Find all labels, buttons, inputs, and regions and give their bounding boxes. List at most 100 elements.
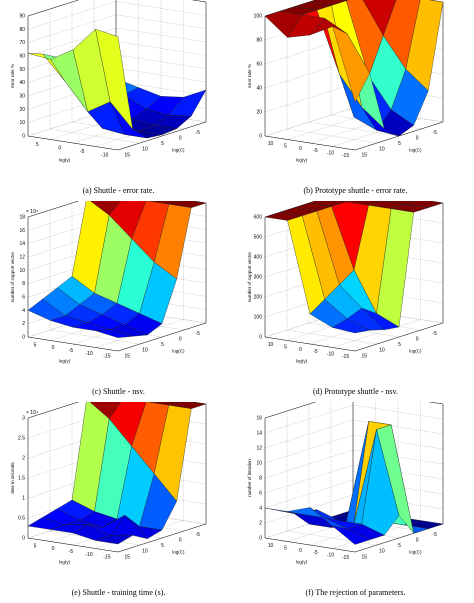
x-tick-label: 10 — [268, 141, 274, 147]
y-tick-label: 10 — [142, 348, 148, 354]
x-tick-label: -10 — [327, 352, 334, 358]
y-tick-label: 5 — [398, 543, 401, 549]
panel-caption: (c) Shuttle - nsv. — [92, 387, 145, 396]
chart-panel-f: 16 14 12 10 8 6 4 2 0 -15 -10 -5 0 5 10 15 10 5 0 -5 log(γ) l… — [237, 402, 474, 603]
z-axis-label: number of iteration — [247, 459, 252, 497]
y-tick-label: 5 — [161, 141, 164, 147]
chart-panel-d: 600 500 400 300 200 100 0 -15 -10 -5 0 5 10 15 10 5 0 -5 l… — [237, 201, 474, 402]
surface — [264, 201, 444, 334]
z-tick-label: 8 — [22, 281, 25, 287]
z-tick-label: 1.5 — [18, 476, 25, 482]
chart-panel-b: 100 80 60 40 20 0 -15 -10 -5 0 5 10 15 10 5 0 -5 log(γ) lo… — [237, 0, 474, 201]
surface-plot: 3 2.5 2 1.5 1 0.5 0 -15 -10 -5 0 5 15 10 5 0 -5 log(γ) log… — [10, 402, 207, 564]
x-tick-label: -10 — [327, 553, 334, 559]
z-tick-label: 40 — [256, 86, 262, 92]
z-tick-label: 10 — [19, 120, 25, 126]
z-tick-label: 2.5 — [18, 436, 25, 442]
y-axis-label: log(C) — [409, 148, 422, 153]
y-tick-label: 5 — [398, 141, 401, 147]
z-tick-label: 80 — [256, 38, 262, 44]
z-tick-label: 80 — [19, 27, 25, 33]
z-tick-label: 20 — [256, 110, 262, 116]
panel-caption: (f) The rejection of parameters. — [305, 588, 406, 597]
panel-caption: (d) Prototype shuttle - nsv. — [312, 387, 399, 396]
z-tick-label: 60 — [256, 62, 262, 68]
surface-plot: 100 80 60 40 20 0 -15 -10 -5 0 5 10 15 10 5 0 -5 log(γ) lo… — [247, 0, 444, 162]
axis-box — [264, 402, 444, 553]
z-tick-label: 90 — [19, 14, 25, 20]
y-tick-label: 10 — [142, 147, 148, 153]
x-tick-label: -5 — [313, 349, 318, 355]
z-tick-label: 0 — [259, 134, 262, 140]
surface — [27, 201, 207, 338]
y-tick-label: -5 — [432, 331, 437, 337]
x-axis-label: log(γ) — [296, 358, 308, 363]
y-tick-label: 15 — [361, 353, 367, 359]
surface-patch — [95, 329, 133, 338]
z-tick-label: 20 — [19, 107, 25, 113]
z-multiplier: × 10⁴ — [26, 410, 38, 416]
z-tick-label: 2 — [259, 521, 262, 527]
z-multiplier: × 10⁴ — [26, 209, 38, 215]
z-tick-label: 0 — [259, 335, 262, 341]
surface-patch — [95, 535, 134, 545]
x-tick-label: -5 — [69, 348, 74, 354]
x-tick-label: 0 — [299, 146, 302, 152]
x-tick-label: -15 — [103, 354, 110, 360]
z-tick-label: 6 — [22, 295, 25, 301]
surface — [264, 421, 444, 545]
y-tick-label: 15 — [361, 152, 367, 158]
y-tick-label: -5 — [195, 532, 200, 538]
y-tick-label: 5 — [398, 342, 401, 348]
y-tick-label: -5 — [432, 532, 437, 538]
z-tick-label: 4 — [259, 506, 262, 512]
y-tick-label: 15 — [124, 353, 130, 359]
z-tick-label: 18 — [19, 215, 25, 221]
x-tick-label: -10 — [327, 151, 334, 157]
z-tick-label: 0.5 — [18, 516, 25, 522]
x-tick-label: -5 — [69, 549, 74, 555]
z-tick-label: 16 — [19, 228, 25, 234]
z-tick-label: 12 — [19, 255, 25, 261]
z-tick-label: 2 — [22, 456, 25, 462]
chart-panel-c: 18 16 14 12 10 8 6 4 2 0 -15 -10 -5 0 5 15 10 5 0 -5 log(γ) l… — [0, 201, 237, 402]
x-tick-label: 5 — [34, 342, 37, 348]
y-tick-label: 5 — [161, 342, 164, 348]
z-tick-label: 0 — [22, 335, 25, 341]
x-tick-label: 0 — [58, 145, 61, 151]
x-tick-label: -5 — [313, 550, 318, 556]
z-tick-label: 300 — [254, 275, 263, 281]
y-tick-label: 10 — [379, 348, 385, 354]
x-tick-label: 0 — [52, 345, 55, 351]
x-axis-label: log(γ) — [296, 559, 308, 564]
surface-patch — [332, 525, 371, 545]
surface-plot: 9080706050403020100-10-505151050-5log(γ)… — [10, 0, 207, 162]
z-tick-label: 3 — [22, 416, 25, 422]
y-tick-label: 10 — [379, 147, 385, 153]
y-tick-label: 10 — [379, 549, 385, 555]
y-tick-label: 5 — [161, 543, 164, 549]
y-tick-label: 15 — [124, 554, 130, 560]
surface — [27, 28, 207, 139]
y-tick-label: 0 — [179, 538, 182, 544]
surface-plot: 600 500 400 300 200 100 0 -15 -10 -5 0 5 10 15 10 5 0 -5 l… — [247, 201, 444, 363]
y-axis-label: log(C) — [409, 349, 422, 354]
y-tick-label: 0 — [179, 136, 182, 142]
chart-panel-a: 90 80 70 60 50 40 30 20 10 0 -10 -5 0 5 15 10 5 0 -5 log(γ)… — [0, 0, 237, 201]
x-tick-label: 5 — [34, 543, 37, 549]
y-tick-label: -5 — [195, 130, 200, 136]
y-axis-label: log(C) — [172, 148, 185, 153]
y-tick-label: 15 — [124, 152, 130, 158]
x-axis-label: log(γ) — [296, 157, 308, 162]
z-tick-label: 100 — [254, 315, 263, 321]
z-tick-label: 2 — [22, 321, 25, 327]
x-tick-label: 0 — [299, 548, 302, 554]
surface-patch — [332, 318, 371, 334]
z-tick-label: 200 — [254, 295, 263, 301]
z-tick-label: 6 — [259, 491, 262, 497]
panel-caption: (a) Shuttle - error rate. — [82, 186, 155, 195]
x-tick-label: 5 — [36, 142, 39, 148]
y-tick-label: 0 — [179, 337, 182, 343]
z-axis-label: time in seconds — [10, 462, 15, 494]
y-tick-label: 0 — [416, 538, 419, 544]
